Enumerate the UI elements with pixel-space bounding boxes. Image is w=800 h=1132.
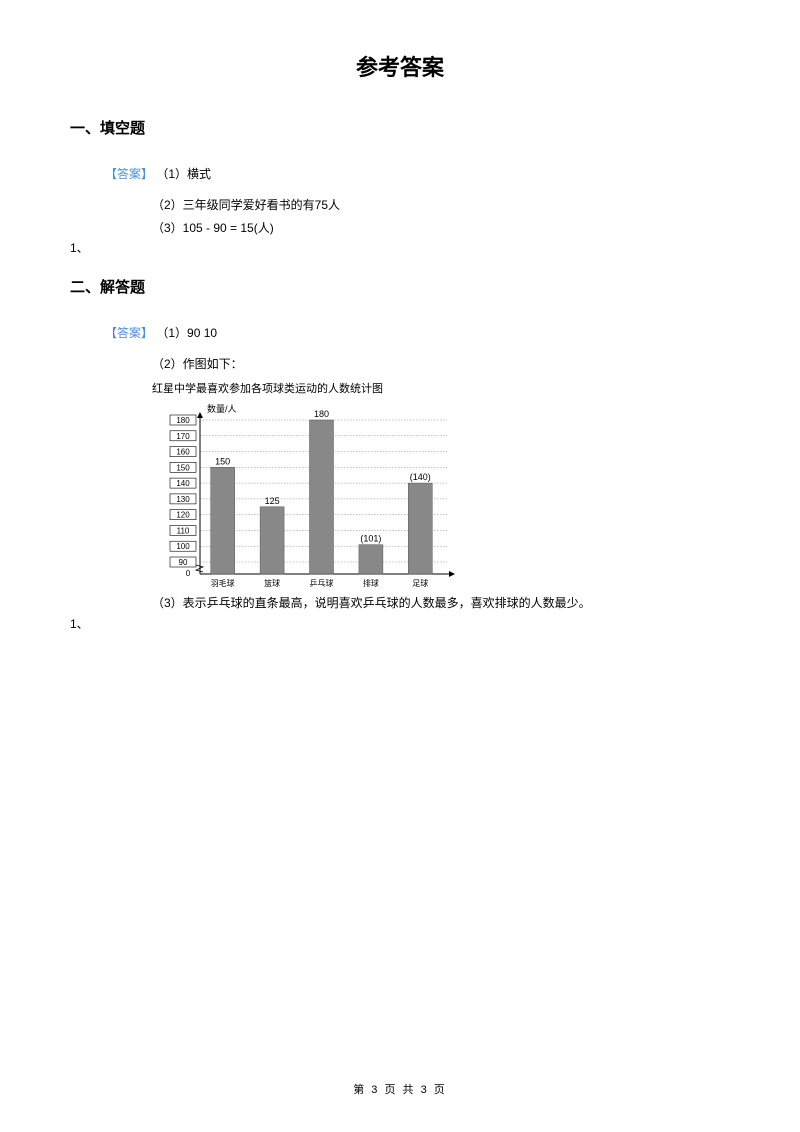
chart-svg: 180 170 160 150 140 130 120 110 100 90 0 数量/人 150 羽毛球… <box>152 402 462 592</box>
svg-text:数量/人: 数量/人 <box>207 403 237 414</box>
section2-line3: （3）表示乒乓球的直条最高，说明喜欢乒乓球的人数最多，喜欢排球的人数最少。 <box>152 592 730 615</box>
section2-line2: （2）作图如下： <box>152 353 730 376</box>
svg-text:180: 180 <box>176 416 190 425</box>
svg-text:(140): (140) <box>410 472 431 482</box>
svg-text:130: 130 <box>176 495 190 504</box>
svg-text:乒乓球: 乒乓球 <box>310 578 334 588</box>
svg-text:90: 90 <box>179 558 188 567</box>
section1-line1: （1）横式 <box>156 167 211 181</box>
section1-line2: （2）三年级同学爱好看书的有75人 <box>152 194 730 217</box>
svg-text:(101): (101) <box>360 534 381 544</box>
svg-text:150: 150 <box>176 463 190 472</box>
section1-answer-block: 【答案】 （1）横式 <box>105 163 730 186</box>
svg-text:120: 120 <box>176 511 190 520</box>
section1-item-number: 1、 <box>70 239 730 256</box>
svg-text:160: 160 <box>176 448 190 457</box>
section2-answer-block: 【答案】 （1）90 10 <box>105 322 730 345</box>
svg-text:羽毛球: 羽毛球 <box>211 578 235 588</box>
chart-title: 红星中学最喜欢参加各项球类运动的人数统计图 <box>152 380 730 396</box>
svg-text:足球: 足球 <box>412 578 428 588</box>
page-footer: 第 3 页 共 3 页 <box>0 1081 800 1097</box>
svg-text:100: 100 <box>176 542 190 551</box>
svg-text:150: 150 <box>215 456 230 466</box>
svg-text:125: 125 <box>265 496 280 506</box>
answer-label-2: 【答案】 <box>105 326 153 340</box>
svg-text:180: 180 <box>314 409 329 419</box>
bar-chart: 180 170 160 150 140 130 120 110 100 90 0 数量/人 150 羽毛球… <box>152 402 462 592</box>
section1-line3: （3）105 - 90 = 15(人) <box>152 217 730 240</box>
answer-label-1: 【答案】 <box>105 167 153 181</box>
section2-item-number: 1、 <box>70 615 730 632</box>
svg-text:140: 140 <box>176 479 190 488</box>
section2-heading: 二、解答题 <box>70 276 730 297</box>
svg-text:170: 170 <box>176 432 190 441</box>
svg-text:排球: 排球 <box>363 578 379 588</box>
svg-text:0: 0 <box>186 569 191 578</box>
section1-heading: 一、填空题 <box>70 117 730 138</box>
svg-text:篮球: 篮球 <box>264 578 280 588</box>
svg-text:110: 110 <box>177 526 190 535</box>
page-title: 参考答案 <box>70 50 730 82</box>
section2-line1: （1）90 10 <box>156 326 217 340</box>
